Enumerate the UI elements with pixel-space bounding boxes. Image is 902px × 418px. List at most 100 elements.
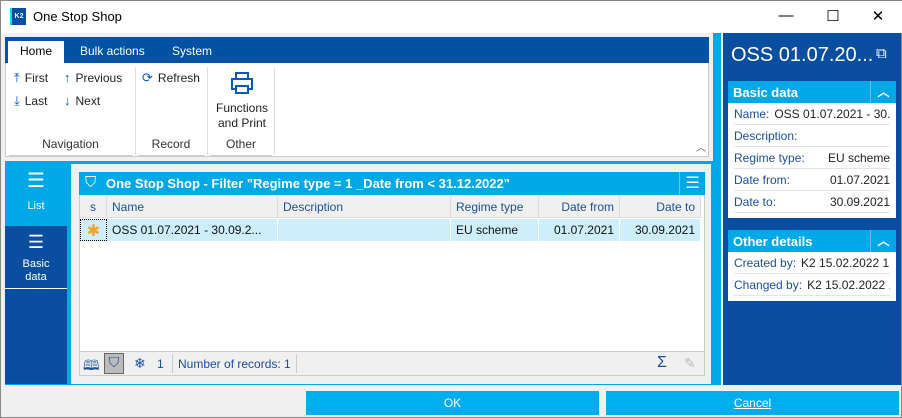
basic-data-card: Basic data ︿ Name: OSS 01.07.2021 - 30....…: [728, 81, 896, 218]
grid-footer: 🕮 ⛉ ❄ 1 Number of records: 1 Σ ✎: [80, 351, 704, 375]
bulleted-list-icon: ☰: [27, 232, 45, 252]
first-button[interactable]: ⤒ First: [14, 70, 48, 86]
group-label-record: Record: [151, 137, 191, 151]
refresh-label: Refresh: [157, 71, 200, 85]
basic-data-header[interactable]: Basic data ︿: [728, 81, 896, 103]
and-print-label: and Print: [217, 116, 267, 130]
functions-label: Functions: [215, 101, 269, 115]
nav-item-basic-data[interactable]: ☰ Basic data: [5, 227, 67, 289]
group-separator: [207, 67, 208, 155]
arrow-up-bar-icon: ⤒: [14, 70, 20, 85]
refresh-button[interactable]: ⟳ Refresh: [142, 70, 200, 86]
chevron-up-icon[interactable]: ︿: [870, 81, 896, 103]
group-divider: [9, 155, 132, 156]
group-label-navigation: Navigation: [42, 137, 99, 151]
cell-regime-type[interactable]: EU scheme: [451, 219, 539, 241]
cell-name[interactable]: OSS 01.07.2021 - 30.09.2...: [107, 219, 278, 241]
previous-button[interactable]: ↑ Previous: [64, 70, 122, 85]
window-title: One Stop Shop: [33, 9, 122, 24]
field-value: 01.07.2021: [829, 172, 890, 187]
chevron-up-icon[interactable]: ︿: [870, 230, 896, 252]
column-header-regime-type[interactable]: Regime type: [451, 196, 539, 218]
column-header-date-from[interactable]: Date from: [539, 196, 620, 218]
field-changed-by: Changed by: K2 15.02.2022 ...: [734, 274, 890, 296]
field-regime-type: Regime type: EU scheme: [734, 147, 890, 169]
new-record-icon[interactable]: ✱: [80, 219, 107, 241]
printer-icon: [231, 72, 253, 94]
column-header-name[interactable]: Name: [107, 196, 278, 218]
group-divider: [138, 155, 204, 156]
divider: [172, 354, 173, 373]
divider: [296, 354, 297, 373]
ok-button[interactable]: OK: [306, 391, 599, 415]
functions-and-print-button[interactable]: Functions and Print: [210, 71, 274, 131]
field-value: K2 15.02.2022 ...: [807, 277, 890, 292]
other-details-header[interactable]: Other details ︿: [728, 230, 896, 252]
filter-icon[interactable]: ⛉: [85, 174, 97, 191]
field-value: 30.09.2021: [829, 194, 890, 209]
close-button[interactable]: ✕: [871, 8, 885, 25]
k2-logo: K2: [10, 8, 26, 25]
snowflake-icon[interactable]: ❄: [134, 355, 146, 371]
group-divider: [210, 155, 272, 156]
cancel-button[interactable]: Cancel: [606, 391, 899, 415]
detail-title: OSS 01.07.20...: [731, 44, 874, 66]
group-separator: [135, 67, 136, 155]
nav-list-label: List: [27, 200, 45, 212]
field-label: Date to:: [734, 194, 777, 209]
tab-system[interactable]: System: [172, 44, 213, 58]
cell-date-from[interactable]: 01.07.2021: [539, 219, 620, 241]
column-header-s[interactable]: s: [80, 196, 107, 218]
open-external-icon[interactable]: ⧉: [876, 45, 887, 62]
minimize-button[interactable]: —: [778, 7, 794, 24]
other-details-card: Other details ︿ Created by: K2 15.02.2022 …: [728, 230, 896, 301]
field-name: Name: OSS 01.07.2021 - 30....: [734, 103, 890, 125]
book-icon[interactable]: 🕮: [83, 357, 100, 373]
grid-title: One Stop Shop - Filter "Regime type = 1 …: [106, 176, 510, 191]
previous-label: Previous: [75, 71, 123, 85]
field-label: Created by:: [734, 255, 797, 270]
field-label: Description:: [734, 128, 798, 143]
ribbon-tabs: Home Bulk actions System: [5, 37, 709, 63]
ribbon-body: ⤒ First ↑ Previous ⤓ Last ↓ Next Navigation …: [5, 63, 709, 157]
edit-pencil-icon: ✎: [684, 355, 696, 371]
maximize-button[interactable]: ☐: [826, 8, 840, 25]
sum-icon[interactable]: Σ: [657, 354, 667, 371]
refresh-icon: ⟳: [142, 70, 153, 85]
field-value: OSS 01.07.2021 - 30....: [774, 106, 890, 121]
filter-count: 1: [157, 357, 164, 371]
field-date-from: Date from: 01.07.2021: [734, 169, 890, 191]
column-header-date-to[interactable]: Date to: [620, 196, 701, 218]
cell-date-to[interactable]: 30.09.2021: [620, 219, 701, 241]
field-label: Date from:: [734, 172, 791, 187]
filter-toggle-icon[interactable]: ⛉: [104, 353, 124, 374]
arrow-up-icon: ↑: [64, 70, 71, 85]
tab-bulk-actions[interactable]: Bulk actions: [80, 44, 145, 58]
last-button[interactable]: ⤓ Last: [14, 93, 47, 109]
next-button[interactable]: ↓ Next: [64, 93, 100, 108]
grid-header: ⛉ One Stop Shop - Filter "Regime type = …: [79, 172, 705, 195]
tab-home[interactable]: Home: [8, 41, 65, 63]
field-date-to: Date to: 30.09.2021: [734, 191, 890, 213]
grid-menu-icon[interactable]: ☰: [679, 172, 705, 195]
field-label: Name:: [734, 106, 770, 121]
nav-item-list[interactable]: ☰ List: [5, 164, 67, 226]
collapse-ribbon-icon[interactable]: ︿: [696, 143, 706, 154]
list-icon: ☰: [27, 170, 45, 192]
column-header-description[interactable]: Description: [278, 196, 451, 218]
title-bar: K2 One Stop Shop — ☐ ✕: [1, 1, 902, 33]
group-label-other: Other: [225, 137, 256, 151]
last-label: Last: [24, 94, 48, 108]
field-label: Changed by:: [734, 277, 803, 292]
basic-data-title: Basic data: [733, 85, 799, 100]
field-label: Regime type:: [734, 150, 805, 165]
nav-basic-data-label: Basic data: [22, 258, 50, 283]
other-details-title: Other details: [733, 234, 813, 249]
field-description: Description:: [734, 125, 890, 147]
record-count: Number of records: 1: [178, 357, 291, 371]
panel-splitter[interactable]: [713, 33, 721, 385]
group-separator: [274, 67, 275, 155]
arrow-down-icon: ↓: [64, 93, 71, 108]
cell-description[interactable]: [278, 219, 451, 241]
first-label: First: [24, 71, 49, 85]
